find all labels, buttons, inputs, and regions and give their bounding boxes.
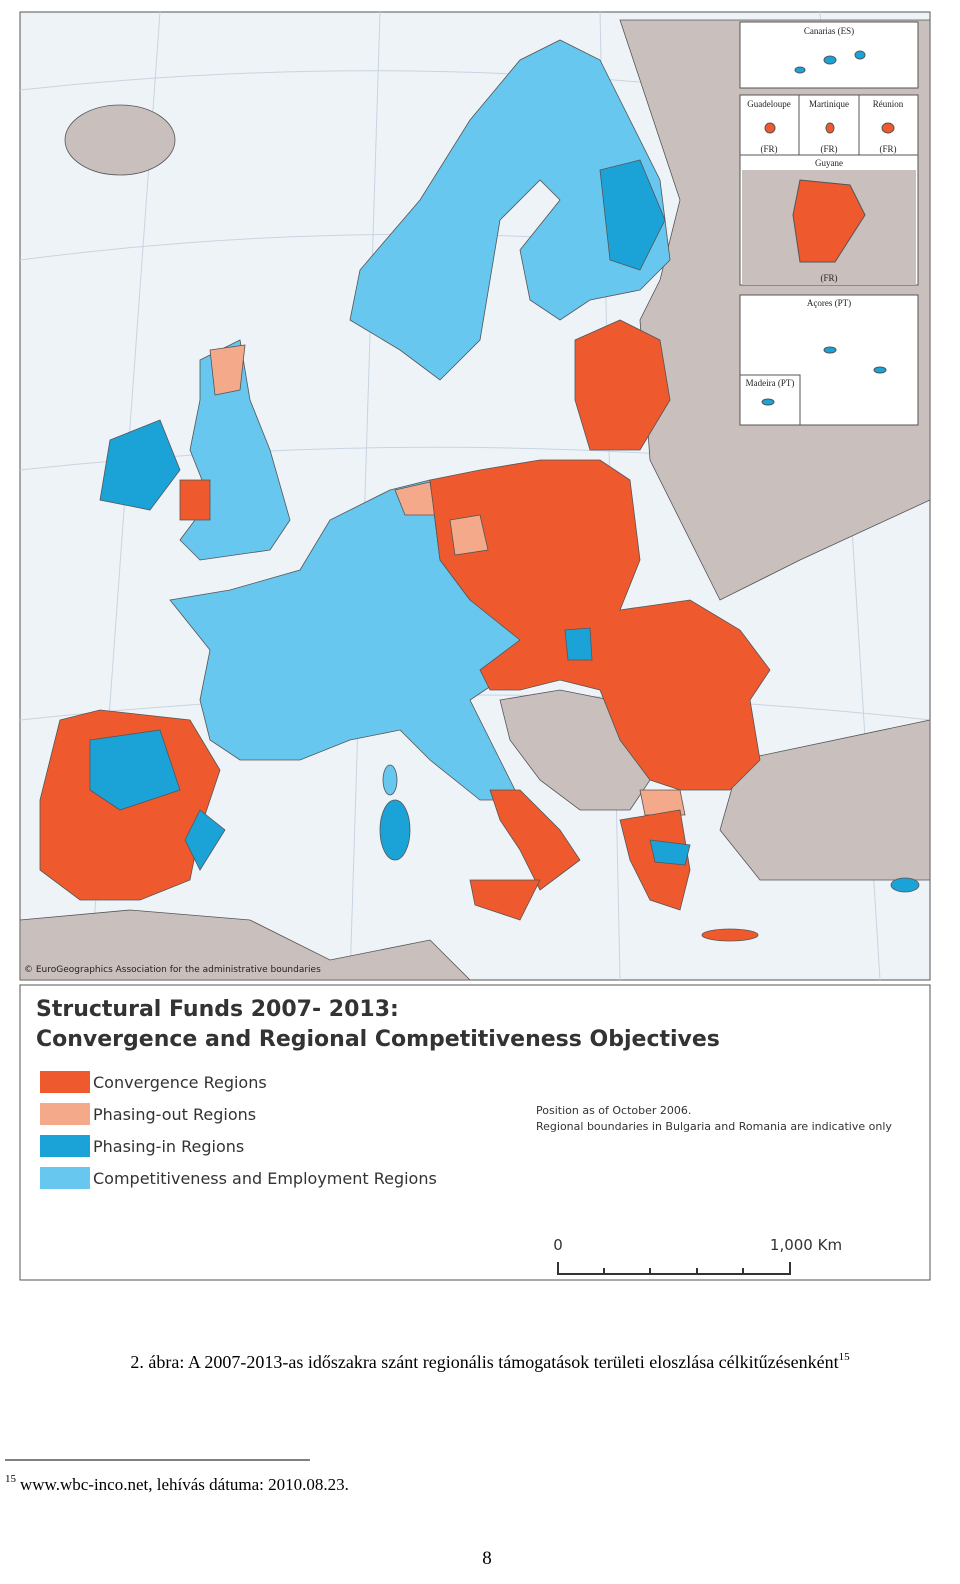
inset-label: (FR) bbox=[820, 144, 837, 154]
copyright: © EuroGeographics Association for the ad… bbox=[24, 965, 321, 975]
legend-label: Phasing-out Regions bbox=[93, 1105, 256, 1124]
inset-label: Guadeloupe bbox=[747, 99, 790, 109]
legend-swatch bbox=[40, 1103, 90, 1125]
footnote: 15 www.wbc-inco.net, lehívás dátuma: 2010… bbox=[5, 1473, 349, 1494]
legend-box bbox=[19, 984, 931, 1281]
scale-label: 0 bbox=[553, 1236, 563, 1254]
inset-labels: Canarias (ES) Guadeloupe (FR) Martinique… bbox=[746, 26, 904, 388]
scale-label: 1,000 Km bbox=[770, 1236, 842, 1254]
page-number: 8 bbox=[482, 1548, 492, 1569]
inset-label: Martinique bbox=[809, 99, 849, 109]
inset-label: Guyane bbox=[815, 158, 843, 168]
inset-label: (FR) bbox=[820, 273, 837, 283]
caption-mark: 15 bbox=[839, 1351, 851, 1363]
caption-text: 2. ábra: A 2007-2013-as időszakra szánt … bbox=[130, 1352, 838, 1372]
legend-title: Convergence and Regional Competitiveness… bbox=[36, 1027, 720, 1052]
legend-label: Phasing-in Regions bbox=[93, 1137, 244, 1156]
legend-swatch bbox=[40, 1135, 90, 1157]
legend-title: Structural Funds 2007- 2013: bbox=[36, 997, 399, 1022]
inset-label: Madeira (PT) bbox=[746, 378, 795, 388]
scale-bar bbox=[557, 1262, 791, 1275]
inset-label: Réunion bbox=[873, 99, 904, 109]
legend-swatch bbox=[40, 1071, 90, 1093]
map: Canarias (ES) Guadeloupe (FR) Martinique… bbox=[19, 11, 931, 981]
caption: 2. ábra: A 2007-2013-as időszakra szánt … bbox=[130, 1351, 850, 1372]
footnote-text: www.wbc-inco.net, lehívás dátuma: 2010.0… bbox=[20, 1475, 349, 1494]
inset-label: (FR) bbox=[879, 144, 896, 154]
legend-label: Competitiveness and Employment Regions bbox=[93, 1169, 437, 1188]
footnote-mark: 15 bbox=[5, 1473, 17, 1485]
legend-note: Regional boundaries in Bulgaria and Roma… bbox=[536, 1120, 892, 1133]
legend-swatch bbox=[40, 1167, 90, 1189]
inset-box bbox=[739, 21, 919, 89]
legend-note: Position as of October 2006. bbox=[536, 1104, 691, 1117]
inset-label: (FR) bbox=[760, 144, 777, 154]
insets bbox=[739, 21, 919, 426]
legend: Structural Funds 2007- 2013: Convergence… bbox=[19, 984, 931, 1281]
legend-label: Convergence Regions bbox=[93, 1073, 267, 1092]
inset-label: Canarias (ES) bbox=[804, 26, 854, 36]
inset-label: Açores (PT) bbox=[807, 298, 851, 308]
